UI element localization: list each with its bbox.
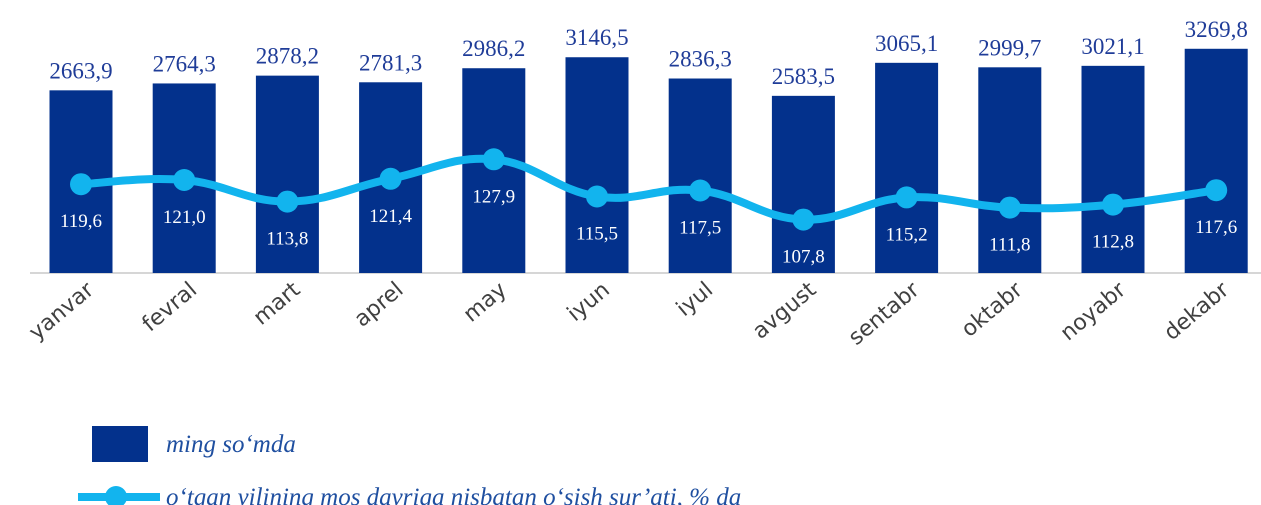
bar-value-label: 2583,5 [772, 64, 835, 89]
line-value-label: 112,8 [1092, 232, 1134, 253]
x-tick-label: yanvar [25, 277, 100, 346]
x-tick-label: sentabr [844, 277, 925, 351]
line-point [998, 196, 1021, 219]
line-value-label: 121,4 [369, 206, 412, 227]
bar-value-label: 2999,7 [978, 35, 1041, 60]
bar-value-label: 3065,1 [875, 31, 938, 56]
line-value-label: 121,0 [163, 207, 206, 228]
bar-value-label: 3021,1 [1081, 34, 1144, 59]
line-point [482, 148, 505, 171]
line-value-label: 119,6 [60, 211, 102, 232]
bar [462, 68, 526, 274]
line-point [895, 186, 918, 209]
bar [668, 78, 732, 273]
line-value-label: 107,8 [782, 247, 825, 268]
line-point [1205, 179, 1228, 202]
line-point [276, 190, 299, 213]
x-tick-label: noyabr [1056, 277, 1132, 346]
line-point [70, 173, 92, 196]
bar [875, 62, 939, 273]
line-value-label: 115,5 [576, 224, 618, 245]
line [80, 154, 1217, 224]
bar [978, 67, 1042, 274]
bar-value-label: 2986,2 [462, 36, 525, 61]
line-value-label: 115,2 [886, 224, 928, 245]
bar [1184, 48, 1248, 273]
x-tick-label: dekabr [1159, 277, 1234, 346]
legend-label: o‘tgan yilining mos davriga nisbatan o‘s… [166, 484, 741, 505]
x-tick-label: fevral [138, 277, 202, 337]
line-point [586, 185, 608, 208]
line-point [173, 169, 196, 191]
bar [771, 95, 835, 274]
x-tick-label: avgust [748, 277, 821, 344]
x-tick-label: aprel [350, 277, 409, 332]
bar-value-label: 2663,9 [49, 58, 112, 83]
bar-value-label: 2781,3 [359, 50, 422, 75]
line-point [379, 167, 402, 190]
bar-value-label: 3269,8 [1185, 17, 1248, 42]
bar [565, 57, 629, 273]
x-tick-label: may [459, 277, 512, 327]
line-value-label: 113,8 [266, 229, 308, 250]
line-value-label: 111,8 [989, 235, 1030, 256]
bar-value-label: 2836,3 [669, 47, 732, 72]
bar-value-label: 2764,3 [153, 51, 216, 76]
x-tick-label: iyun [563, 277, 615, 326]
legend-label: ming so‘mda [166, 431, 296, 458]
line-value-label: 117,5 [679, 218, 721, 239]
bar-value-label: 3146,5 [565, 25, 628, 50]
line-point [1102, 193, 1124, 216]
bar [255, 75, 319, 273]
line-point [689, 179, 712, 202]
legend-swatch [105, 486, 127, 505]
line-value-label: 127,9 [472, 186, 515, 207]
line-value-label: 117,6 [1195, 217, 1237, 238]
legend-swatch [92, 426, 148, 462]
bar-value-label: 2878,2 [256, 44, 319, 69]
line-point [792, 208, 815, 231]
bar [1081, 65, 1145, 273]
x-tick-label: oktabr [957, 277, 1028, 343]
x-tick-label: mart [249, 277, 306, 330]
x-tick-label: iyul [672, 277, 718, 321]
